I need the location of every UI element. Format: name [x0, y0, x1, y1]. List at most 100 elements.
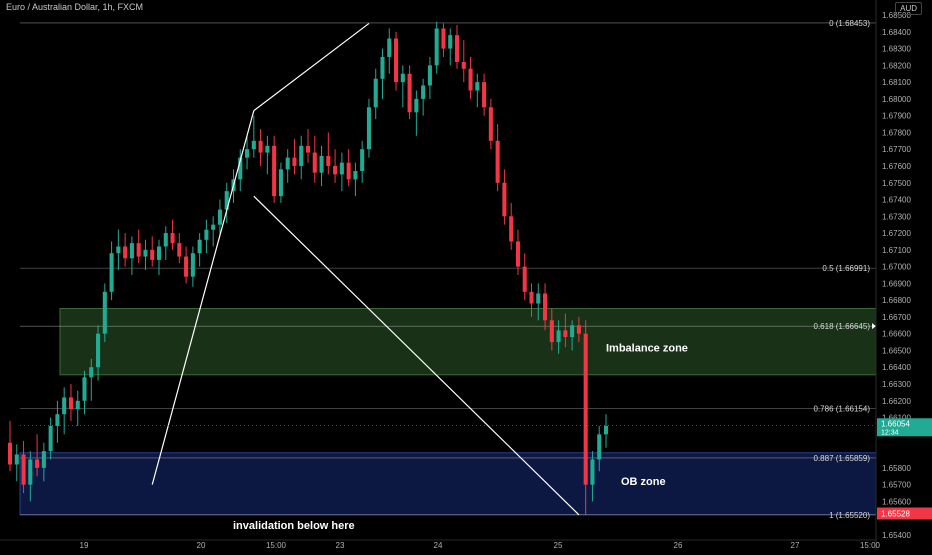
candle	[319, 145, 324, 187]
candle	[556, 320, 561, 354]
time-tick-label: 15:00	[266, 541, 287, 550]
trend-line-2	[253, 195, 580, 516]
candle	[576, 316, 581, 343]
candle-body	[184, 256, 189, 277]
candle-body	[136, 243, 141, 257]
candle	[285, 149, 290, 183]
price-tick-label: 1.67900	[882, 112, 911, 121]
candle	[448, 28, 453, 66]
fib-label-0.786: 0.786 (1.66154)	[814, 405, 871, 414]
fib-label-0.618: 0.618 (1.66645)	[814, 322, 871, 331]
price-tick-label: 1.68100	[882, 78, 911, 87]
candle-body	[170, 233, 175, 244]
candle	[590, 451, 595, 502]
candle-body	[129, 243, 134, 259]
time-tick-label: 24	[434, 541, 443, 550]
candle-body	[360, 149, 365, 172]
candle-body	[475, 82, 480, 91]
candle-body	[217, 209, 222, 225]
candle-body	[55, 414, 60, 426]
fib-label-0.887: 0.887 (1.65859)	[814, 454, 871, 463]
candle-body	[102, 291, 107, 334]
candle	[536, 283, 541, 321]
candle-body	[285, 157, 290, 170]
candle-body	[441, 28, 446, 49]
candle	[258, 129, 263, 166]
candle	[454, 25, 460, 69]
candle	[549, 308, 554, 351]
candle	[414, 90, 419, 136]
candle-body	[251, 140, 256, 150]
fibonacci-layer: 0 (1.68453) 0.5 (1.66991) 0.618 (1.66645) 0…	[20, 19, 876, 520]
candle-body	[14, 454, 19, 465]
candle	[522, 253, 527, 301]
candle-body	[28, 459, 33, 485]
price-tick-label: 1.66300	[882, 380, 911, 389]
price-tick-label: 1.68300	[882, 45, 911, 54]
price-tick-label: 1.67100	[882, 246, 911, 255]
candle-body	[597, 434, 602, 460]
candle-body	[272, 145, 277, 197]
candle-body	[502, 182, 507, 217]
candle-body	[292, 157, 297, 166]
candle	[394, 31, 399, 91]
candle-body	[570, 325, 575, 338]
price-tick-label: 1.67300	[882, 212, 911, 221]
candle	[35, 434, 40, 477]
price-tick-label: 1.66400	[882, 363, 911, 372]
candle-body	[35, 459, 40, 468]
candle-body	[339, 162, 344, 175]
candle-body	[211, 224, 216, 230]
price-tick-label: 1.66800	[882, 296, 911, 305]
candle-body	[482, 82, 487, 108]
candle	[488, 98, 493, 150]
price-tick-label: 1.66700	[882, 313, 911, 322]
candle-body	[468, 68, 473, 91]
candle-body	[414, 98, 419, 113]
candle	[495, 124, 500, 192]
candle	[48, 417, 53, 460]
candle	[116, 229, 121, 270]
candle-body	[448, 35, 453, 49]
ob-zone-label: OB zone	[621, 476, 666, 488]
candle	[217, 199, 222, 237]
currency-button[interactable]: AUD	[895, 2, 922, 15]
current-price-timer: 12:34	[881, 429, 899, 436]
candle-body	[305, 145, 311, 153]
candle	[515, 229, 520, 275]
candle	[441, 23, 446, 57]
candle-body	[75, 400, 80, 410]
trend-line-layer	[151, 22, 580, 516]
price-tick-label: 1.65600	[882, 497, 911, 506]
low-price-label: 1.65528	[881, 510, 910, 519]
candle	[265, 135, 270, 175]
price-tick-label: 1.68200	[882, 61, 911, 70]
candle-body	[163, 233, 168, 247]
invalidation-label: invalidation below here	[233, 520, 355, 532]
candle-body	[89, 367, 94, 378]
fib-label-0.5: 0.5 (1.66991)	[822, 264, 870, 273]
candle	[583, 320, 588, 515]
candle-body	[373, 78, 378, 108]
candle	[502, 169, 507, 225]
candle	[346, 149, 351, 187]
price-tick-label: 1.66100	[882, 414, 911, 423]
price-tick-label: 1.66600	[882, 330, 911, 339]
candle-layer	[7, 21, 609, 515]
candle-body	[366, 107, 371, 150]
candle-body	[82, 377, 87, 401]
candle-body	[461, 61, 466, 69]
candle-body	[7, 442, 13, 465]
candle	[529, 283, 534, 317]
candle	[387, 28, 392, 74]
time-tick-label: 25	[554, 541, 563, 550]
candle	[292, 139, 297, 175]
ob-zone	[19, 452, 877, 516]
candle	[170, 219, 175, 250]
candle	[109, 241, 114, 301]
candle-body	[556, 330, 561, 343]
candle	[224, 182, 229, 224]
candle	[129, 236, 134, 275]
